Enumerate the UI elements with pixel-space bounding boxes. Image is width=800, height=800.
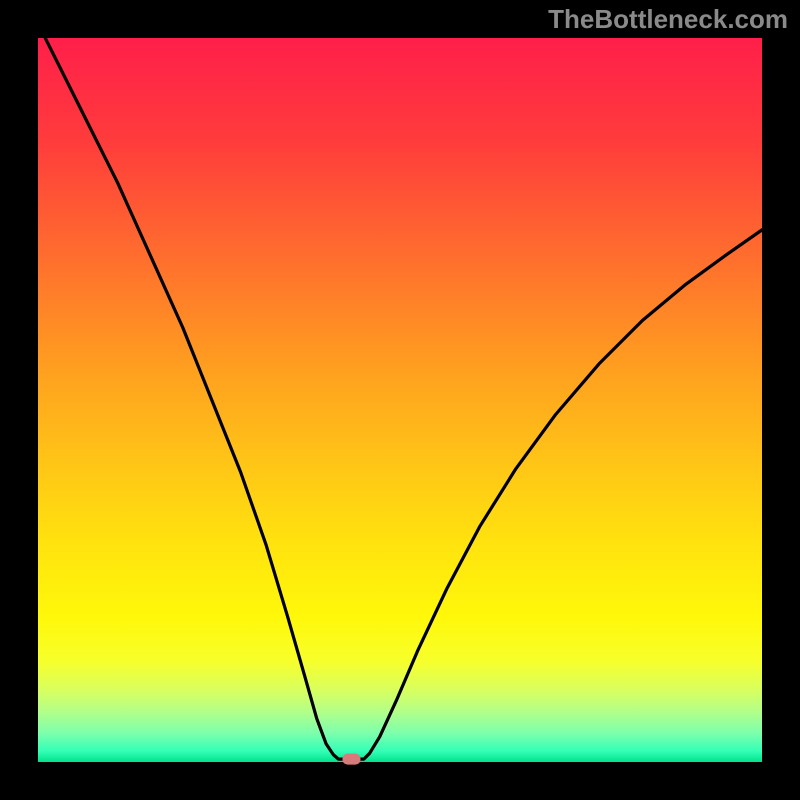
chart-container: TheBottleneck.com: [0, 0, 800, 800]
optimal-point-marker: [342, 754, 360, 765]
bottleneck-chart: [0, 0, 800, 800]
watermark-text: TheBottleneck.com: [548, 4, 788, 35]
